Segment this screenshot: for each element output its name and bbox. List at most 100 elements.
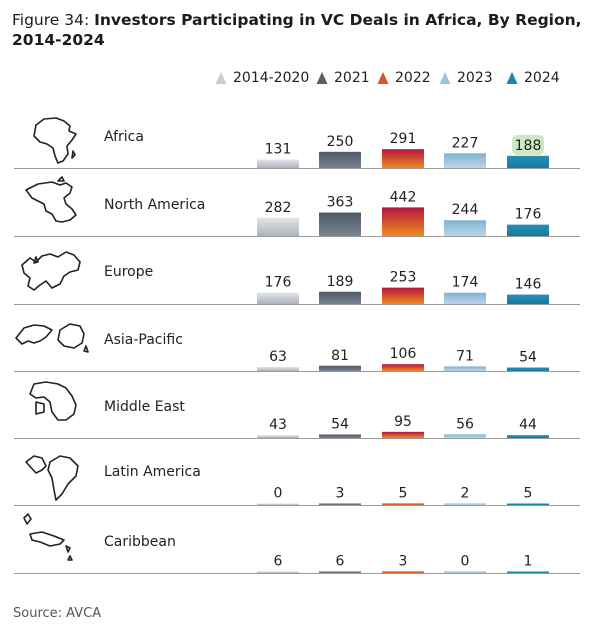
bar-2024-latin-america	[507, 503, 549, 505]
bar-2023-middle-east	[444, 434, 486, 438]
value-label: 188	[515, 138, 542, 154]
region-label: Europe	[104, 264, 153, 280]
legend-item-2023: 2023	[439, 70, 493, 86]
figure-title-text: Investors Participating in VC Deals in A…	[12, 11, 582, 49]
value-label: 6	[274, 554, 283, 570]
legend-item-2024: 2024	[506, 70, 560, 86]
value-highlight	[512, 134, 544, 155]
legend-item-2021: 2021	[316, 70, 370, 86]
value-label: 5	[524, 486, 533, 502]
bar-2022-caribbean	[382, 571, 424, 573]
bar-2022-europe	[382, 287, 424, 304]
chart-legend: 2014-2020 2021 2022 2023 2024	[0, 70, 612, 92]
value-label: 54	[519, 350, 537, 366]
value-label: 0	[461, 554, 470, 570]
value-label: 253	[390, 270, 417, 286]
bar-2014-2020-europe	[257, 292, 299, 304]
value-label: 250	[327, 134, 354, 150]
bar-2023-north-america	[444, 220, 486, 236]
bar-2023-caribbean	[444, 571, 486, 573]
value-label: 227	[452, 135, 479, 151]
legend-label: 2023	[457, 70, 493, 86]
bar-2024-asia-pacific	[507, 367, 549, 371]
value-label: 291	[390, 131, 417, 147]
value-label: 106	[390, 346, 417, 362]
bar-2014-2020-latin-america	[257, 503, 299, 505]
bar-2023-europe	[444, 292, 486, 304]
chart-title: Figure 34: Investors Participating in VC…	[12, 10, 604, 50]
bar-2024-middle-east	[507, 435, 549, 438]
bar-2014-2020-africa	[257, 159, 299, 168]
bar-2024-europe	[507, 294, 549, 304]
region-label: Asia-Pacific	[104, 332, 183, 348]
value-label: 44	[519, 417, 537, 433]
europe-map-icon	[21, 251, 81, 291]
bar-2021-latin-america	[319, 503, 361, 505]
value-label: 3	[336, 486, 345, 502]
africa-map-icon	[33, 117, 77, 164]
value-label: 3	[399, 554, 408, 570]
bar-2023-africa	[444, 153, 486, 168]
value-label: 2	[461, 486, 470, 502]
bar-2014-2020-caribbean	[257, 571, 299, 573]
value-label: 174	[452, 275, 479, 291]
value-label: 5	[399, 486, 408, 502]
legend-label: 2021	[334, 70, 370, 86]
region-label: Caribbean	[104, 534, 176, 550]
value-label: 71	[456, 348, 474, 364]
legend-label: 2022	[395, 70, 431, 86]
bar-2021-north-america	[319, 212, 361, 236]
value-label: 95	[394, 414, 412, 430]
value-label: 176	[265, 275, 292, 291]
bar-2023-asia-pacific	[444, 366, 486, 371]
region-label: Latin America	[104, 464, 201, 480]
value-label: 282	[265, 200, 292, 216]
value-label: 43	[269, 417, 287, 433]
region-label: Africa	[104, 129, 144, 145]
source-note: Source: AVCA	[13, 606, 102, 621]
bar-2014-2020-asia-pacific	[257, 366, 299, 371]
legend-label: 2014-2020	[233, 70, 310, 86]
bar-2014-2020-middle-east	[257, 435, 299, 438]
asia-pacific-map-icon	[15, 323, 89, 353]
legend-swatch	[316, 72, 328, 84]
north-america-map-icon	[25, 176, 77, 223]
legend-swatch	[377, 72, 389, 84]
value-label: 63	[269, 349, 287, 365]
bar-2014-2020-north-america	[257, 217, 299, 236]
region-label: Middle East	[104, 399, 185, 415]
bar-2021-middle-east	[319, 434, 361, 438]
bar-2022-north-america	[382, 207, 424, 236]
legend-label: 2024	[524, 70, 560, 86]
value-label: 54	[331, 417, 349, 433]
value-label: 189	[327, 274, 354, 290]
latin-america-map-icon	[25, 455, 79, 501]
value-label: 0	[274, 486, 283, 502]
caribbean-map-icon	[23, 513, 73, 561]
bar-2023-latin-america	[444, 503, 486, 505]
value-label: 81	[331, 348, 349, 364]
value-label: 131	[265, 142, 292, 158]
legend-swatch	[506, 72, 518, 84]
bar-2021-europe	[319, 291, 361, 304]
region-label: North America	[104, 197, 205, 213]
value-label: 363	[327, 195, 354, 211]
legend-swatch	[439, 72, 451, 84]
bar-2021-asia-pacific	[319, 365, 361, 371]
bar-2024-caribbean	[507, 571, 549, 573]
value-label: 1	[524, 554, 533, 570]
bar-2021-africa	[319, 151, 361, 168]
value-label: 442	[390, 189, 417, 205]
middle-east-map-icon	[29, 381, 77, 421]
legend-item-2022: 2022	[377, 70, 431, 86]
bar-2024-africa	[507, 155, 549, 168]
figure-label: Figure 34:	[12, 11, 95, 29]
value-label: 6	[336, 554, 345, 570]
bar-2022-latin-america	[382, 503, 424, 505]
bar-2022-middle-east	[382, 431, 424, 438]
value-label: 146	[515, 277, 542, 293]
legend-swatch	[215, 72, 227, 84]
bar-2024-north-america	[507, 224, 549, 236]
value-label: 244	[452, 202, 479, 218]
